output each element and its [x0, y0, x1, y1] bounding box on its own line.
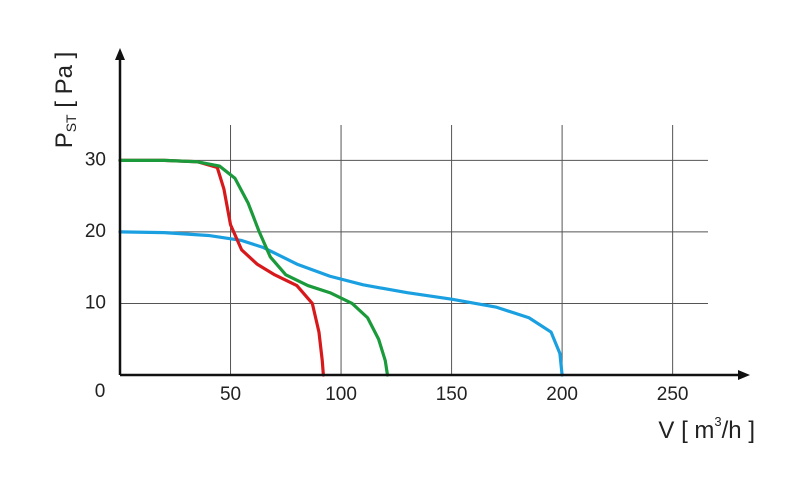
y-axis-arrow	[115, 48, 125, 60]
x-tick-label: 150	[436, 384, 468, 405]
x-axis-label: V [ m3/h ]	[658, 414, 755, 444]
series-line	[118, 230, 564, 377]
series-line	[118, 158, 325, 377]
x-label-sup: 3	[714, 414, 721, 429]
y-tick-label: 30	[85, 149, 106, 170]
x-label-main: V [ m	[658, 417, 714, 444]
origin-label: 0	[95, 381, 106, 402]
x-tick-label: 50	[220, 384, 241, 405]
x-tick-label: 250	[657, 384, 689, 405]
y-tick-label: 10	[85, 292, 106, 313]
y-tick-label: 20	[85, 221, 106, 242]
y-label-sub: ST	[63, 114, 79, 132]
y-label-main: P	[51, 132, 78, 148]
x-tick-label: 200	[546, 384, 578, 405]
x-axis-arrow	[738, 370, 750, 380]
x-label-rest: /h ]	[722, 417, 755, 444]
y-label-rest: [ Pa ]	[51, 52, 78, 115]
series-line	[118, 158, 390, 377]
x-tick-label: 100	[325, 384, 357, 405]
y-axis-label: PST [ Pa ]	[51, 52, 78, 149]
